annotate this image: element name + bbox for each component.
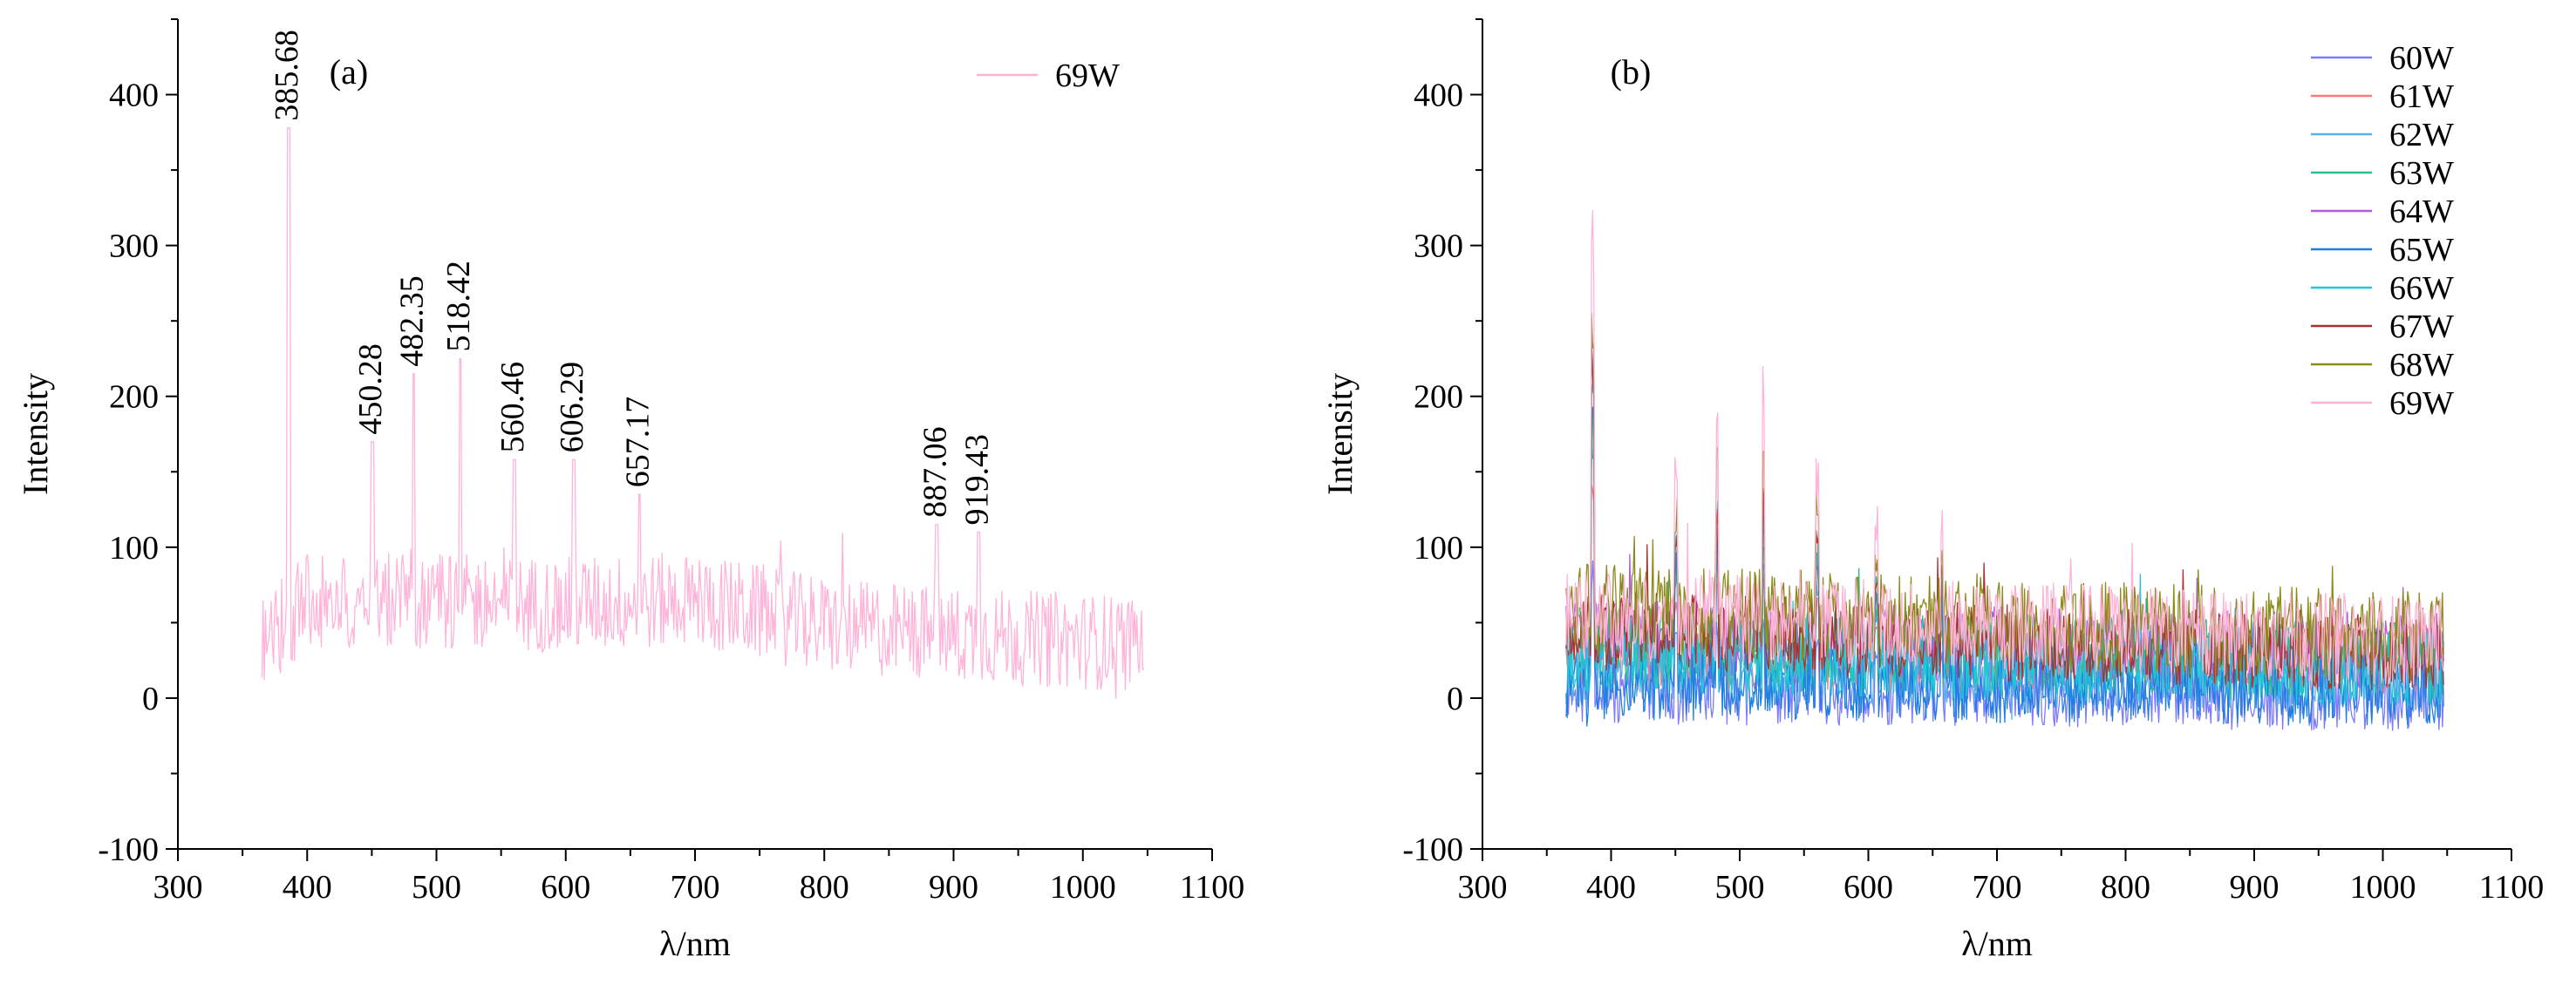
- legend-label: 67W: [2389, 309, 2454, 345]
- y-tick-label: -100: [98, 832, 159, 868]
- legend: 69W: [977, 58, 1120, 94]
- y-tick-label: 400: [109, 78, 159, 114]
- x-axis-label: λ/nm: [1961, 924, 2033, 963]
- y-axis-label: Intensity: [1320, 373, 1360, 495]
- y-tick-label: 300: [109, 228, 159, 265]
- series-group: [261, 126, 1145, 700]
- x-tick-label: 600: [541, 869, 590, 906]
- y-tick-label: 100: [1414, 530, 1463, 567]
- series-line-68W: [1565, 312, 2444, 684]
- x-axis-label: λ/nm: [659, 924, 731, 963]
- legend-label: 61W: [2389, 78, 2454, 115]
- y-axis-label: Intensity: [16, 373, 55, 495]
- x-tick-label: 800: [2101, 869, 2150, 906]
- peak-label: 482.35: [393, 275, 430, 367]
- x-tick-label: 1000: [2350, 869, 2416, 906]
- x-tick-label: 800: [800, 869, 849, 906]
- x-tick-label: 700: [671, 869, 720, 906]
- y-tick-label: 200: [1414, 379, 1463, 416]
- x-tick-label: 300: [153, 869, 203, 906]
- y-tick-label: 300: [1414, 228, 1463, 265]
- y-tick-label: 0: [142, 681, 159, 717]
- y-tick-label: 0: [1447, 681, 1463, 717]
- x-tick-label: 300: [1458, 869, 1508, 906]
- x-tick-label: 600: [1843, 869, 1893, 906]
- peak-label: 518.42: [440, 261, 477, 352]
- x-tick-label: 500: [1715, 869, 1765, 906]
- peak-label: 887.06: [917, 426, 953, 518]
- panel-label: (a): [330, 52, 368, 92]
- legend-label: 60W: [2389, 40, 2454, 77]
- x-tick-label: 400: [283, 869, 332, 906]
- series-line-69W: [1565, 209, 2444, 693]
- x-tick-label: 500: [412, 869, 461, 906]
- panel-b: 300 400 500 600 700 800 900 1000 1100 -100 0 100 200…: [1320, 18, 2545, 963]
- series-group: [1565, 209, 2444, 731]
- panel-label: (b): [1611, 52, 1652, 92]
- series-line-66W: [1565, 347, 2444, 706]
- y-tick-label: 200: [109, 379, 159, 416]
- x-tick-label: 1100: [1180, 869, 1245, 906]
- x-tick-label: 900: [2230, 869, 2280, 906]
- x-tick-label: 700: [1973, 869, 2022, 906]
- peak-label: 560.46: [494, 362, 531, 453]
- legend-label: 68W: [2389, 347, 2454, 384]
- x-tick-label: 900: [929, 869, 978, 906]
- y-tick-label: -100: [1402, 832, 1463, 868]
- legend-label: 62W: [2389, 117, 2454, 153]
- y-tick-label: 400: [1414, 78, 1463, 114]
- panel-a: 300 400 500 600 700 800 900 1000 1100 -100 0 100 200…: [16, 18, 1245, 963]
- y-tick-label: 100: [109, 530, 159, 567]
- x-tick-label: 1100: [2479, 869, 2545, 906]
- peak-label: 606.29: [554, 362, 590, 453]
- legend-label: 69W: [1055, 58, 1120, 94]
- x-tick-label: 1000: [1050, 869, 1116, 906]
- peak-label: 657.17: [620, 397, 657, 488]
- peak-label: 919.43: [958, 434, 995, 526]
- legend-label: 64W: [2389, 193, 2454, 230]
- peak-label: 450.28: [352, 343, 389, 435]
- series-line-69W: [261, 126, 1145, 700]
- legend-label: 63W: [2389, 155, 2454, 192]
- peak-label: 385.68: [269, 30, 305, 121]
- legend-label: 66W: [2389, 270, 2454, 307]
- x-tick-label: 400: [1586, 869, 1636, 906]
- legend-label: 65W: [2389, 232, 2454, 268]
- legend-label: 69W: [2389, 385, 2454, 422]
